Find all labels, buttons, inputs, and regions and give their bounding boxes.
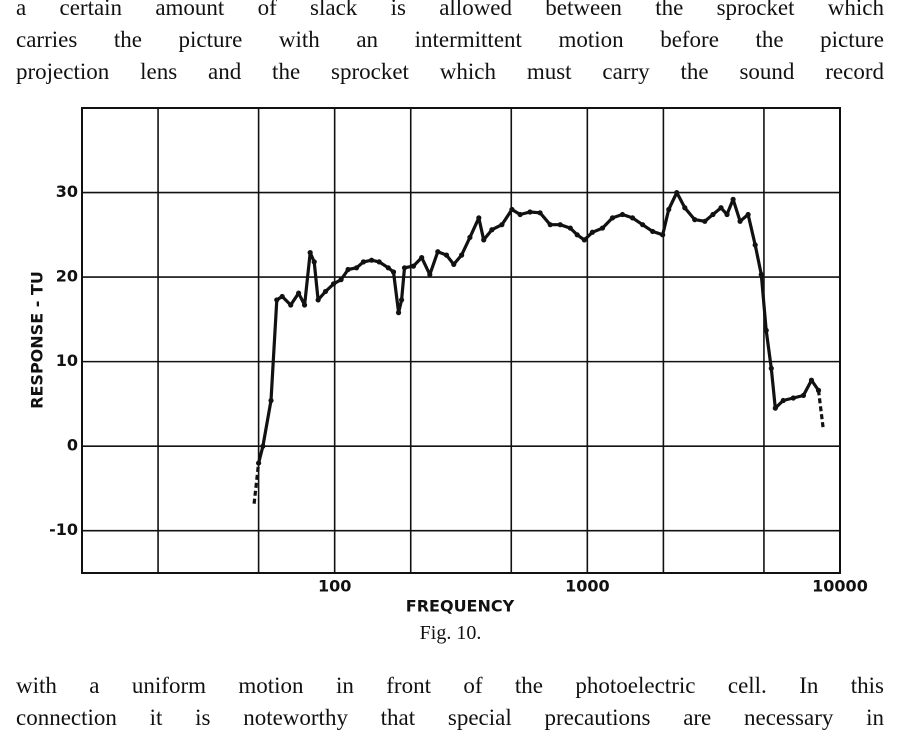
- data-point: [517, 211, 523, 218]
- data-point: [682, 205, 688, 211]
- data-point: [311, 259, 317, 265]
- data-point: [724, 211, 730, 218]
- data-point: [527, 209, 533, 215]
- data-point: [745, 211, 751, 218]
- data-point: [808, 377, 815, 383]
- data-point: [650, 228, 656, 235]
- body-text: connection it is noteworthy that special…: [16, 705, 884, 730]
- data-point: [398, 297, 405, 303]
- data-point: [710, 211, 716, 218]
- data-point: [772, 405, 778, 411]
- data-point: [718, 205, 724, 211]
- data-point: [401, 265, 408, 271]
- data-point: [301, 302, 308, 308]
- data-point: [279, 293, 285, 300]
- data-point: [368, 257, 375, 263]
- body-text: carries the picture with an intermittent…: [16, 27, 884, 52]
- y-tick-label: 0: [67, 436, 78, 455]
- data-point: [288, 302, 294, 308]
- data-point: [752, 242, 758, 248]
- data-point: [395, 310, 402, 316]
- figure-caption: Fig. 10.: [419, 622, 482, 644]
- data-point: [353, 265, 360, 271]
- data-point: [609, 215, 616, 221]
- x-axis-label: FREQUENCY: [406, 597, 515, 616]
- x-tick-label: 1000: [565, 577, 610, 596]
- data-point: [481, 237, 487, 243]
- data-point: [660, 232, 666, 238]
- data-point: [427, 271, 433, 278]
- data-point: [459, 252, 465, 258]
- data-point: [419, 255, 425, 261]
- data-point: [274, 297, 280, 303]
- data-point: [345, 266, 351, 273]
- data-point: [629, 215, 636, 221]
- y-tick-label: 20: [56, 267, 78, 286]
- body-text: with a uniform motion in front of the ph…: [16, 673, 884, 698]
- data-point: [410, 263, 417, 269]
- data-point: [537, 210, 543, 216]
- data-point: [763, 327, 769, 333]
- data-point: [467, 234, 473, 240]
- x-tick-label: 10000: [812, 577, 868, 596]
- data-point: [589, 229, 595, 235]
- data-point: [256, 460, 262, 466]
- response-curve: [252, 462, 261, 504]
- y-tick-label: -10: [49, 520, 78, 539]
- plot-frame: [81, 107, 841, 574]
- data-point: [489, 227, 495, 233]
- data-point: [800, 392, 807, 399]
- data-point: [758, 271, 764, 278]
- data-point: [435, 249, 441, 255]
- data-point: [307, 249, 313, 256]
- data-point: [390, 269, 397, 275]
- data-point: [567, 225, 573, 231]
- data-point: [296, 290, 302, 296]
- data-point: [268, 397, 274, 404]
- data-point: [385, 265, 391, 271]
- data-point: [315, 297, 321, 303]
- data-point: [780, 397, 786, 404]
- body-text: a certain amount of slack is allowed bet…: [16, 0, 884, 20]
- data-point: [322, 288, 329, 295]
- data-point: [737, 218, 743, 224]
- data-point: [451, 261, 457, 268]
- data-point: [666, 206, 672, 213]
- body-text: projection lens and the sprocket which m…: [16, 59, 884, 84]
- y-tick-label: 30: [56, 182, 78, 201]
- y-axis-label: RESPONSE - TU: [28, 271, 47, 409]
- response-curve: [816, 390, 825, 431]
- data-point: [547, 222, 553, 228]
- data-point: [702, 218, 708, 224]
- data-point: [509, 206, 515, 213]
- data-point: [260, 443, 266, 449]
- data-point: [443, 252, 450, 258]
- data-point: [640, 222, 646, 228]
- data-point: [790, 395, 796, 401]
- data-point: [768, 365, 774, 371]
- data-point: [376, 259, 382, 265]
- data-point: [619, 211, 626, 218]
- data-point: [730, 196, 736, 202]
- response-curve: [257, 190, 820, 464]
- data-point: [599, 225, 606, 231]
- data-point: [499, 222, 505, 228]
- data-point: [330, 281, 337, 287]
- data-point: [692, 217, 698, 223]
- data-point: [360, 259, 367, 265]
- x-tick-label: 100: [318, 577, 351, 596]
- data-point: [557, 222, 563, 228]
- data-point: [581, 237, 587, 243]
- data-point: [674, 189, 680, 196]
- data-point: [338, 277, 344, 283]
- data-point: [476, 215, 482, 221]
- y-tick-label: 10: [56, 351, 78, 370]
- data-point: [574, 232, 580, 238]
